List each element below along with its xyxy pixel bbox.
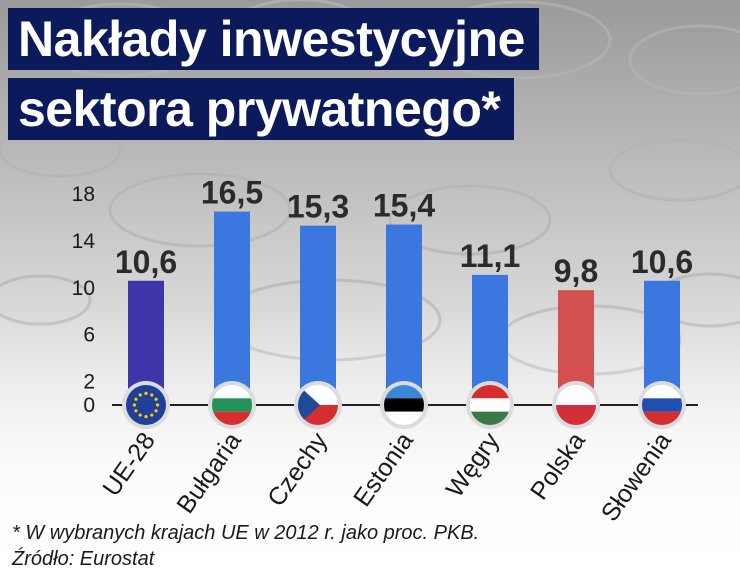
category-label: UE-28 — [97, 427, 161, 501]
value-label: 10,6 — [115, 244, 177, 280]
footnote: * W wybranych krajach UE w 2012 r. jako … — [12, 522, 480, 544]
category-label: Estonia — [348, 427, 419, 511]
category-labels: UE-28 Bułgaria Czechy Estonia Węgry Polska Sło… — [97, 427, 677, 527]
category-label: Polska — [525, 427, 591, 505]
estonia-flag-icon — [380, 381, 428, 429]
value-label: 15,3 — [287, 189, 349, 225]
y-axis: 02 6 10 14 18 — [72, 183, 96, 417]
flags — [122, 381, 686, 429]
value-label: 15,4 — [373, 188, 435, 224]
value-label: 16,5 — [201, 175, 263, 211]
source-note: Źródło: Eurostat — [12, 548, 155, 570]
category-label: Bułgaria — [171, 427, 247, 518]
y-tick-label: 10 — [72, 277, 95, 300]
value-label: 10,6 — [631, 244, 693, 280]
bars — [128, 211, 680, 405]
category-label: Czechy — [262, 427, 333, 512]
value-labels: 10,6 16,5 15,3 15,4 11,1 9,8 10,6 — [115, 175, 693, 290]
czechia-flag-icon — [294, 381, 342, 429]
y-tick-label: 0 — [83, 394, 95, 417]
y-tick-label: 2 — [83, 371, 95, 394]
value-label: 9,8 — [554, 253, 598, 289]
hungary-flag-icon — [466, 381, 514, 429]
bar-1 — [214, 211, 250, 405]
eu-flag-icon — [122, 381, 170, 429]
title-line-1: Nakłady inwestycyjne — [8, 8, 539, 70]
y-tick-label: 6 — [83, 324, 95, 347]
y-tick-label: 14 — [72, 230, 96, 253]
category-label: Węgry — [441, 427, 506, 503]
y-tick-label: 18 — [72, 183, 95, 206]
title-line-2: sektora prywatnego* — [8, 78, 515, 140]
bar-3 — [386, 224, 422, 405]
category-label: Słowenia — [596, 427, 677, 526]
bulgaria-flag-icon — [208, 381, 256, 429]
slovenia-flag-icon — [638, 381, 686, 429]
poland-flag-icon — [552, 381, 600, 429]
bar-2 — [300, 225, 336, 405]
value-label: 11,1 — [460, 238, 521, 274]
